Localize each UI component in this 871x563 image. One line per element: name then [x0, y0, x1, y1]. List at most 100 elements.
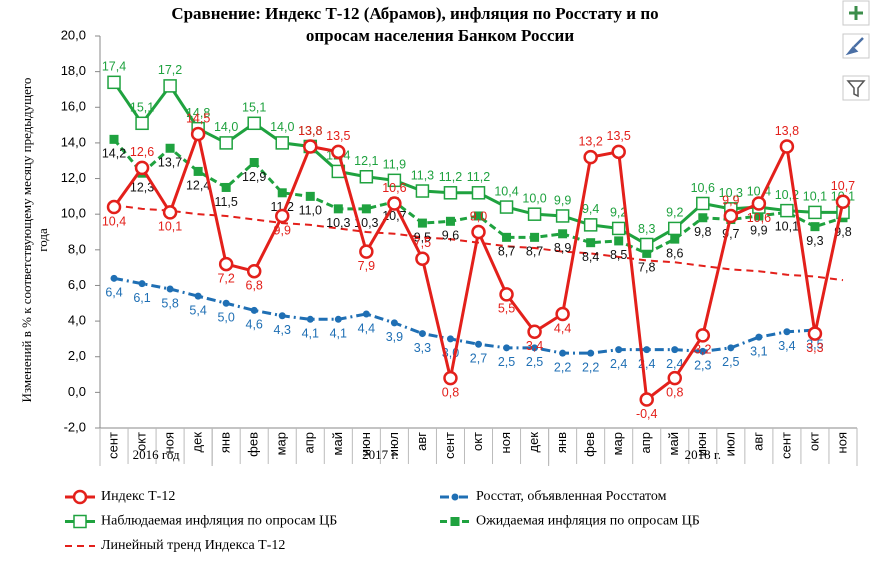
data-point	[246, 263, 262, 279]
data-label: 11,5	[214, 195, 237, 209]
data-label: 4,4	[554, 321, 571, 335]
x-tick-label: фев	[246, 432, 261, 457]
chart-title: опросам населения Банком России	[306, 26, 575, 45]
data-point	[643, 346, 651, 354]
data-label: 9,9	[750, 223, 767, 237]
data-label: 12,4	[186, 179, 210, 193]
data-label: 9,5	[414, 230, 431, 244]
data-label: 7,5	[414, 236, 431, 250]
data-label: 8,7	[498, 245, 515, 259]
legend-entry: Наблюдаемая инфляция по опросам ЦБ	[65, 514, 337, 529]
year-label: 2018 г.	[685, 447, 721, 462]
data-label: 12,6	[130, 145, 154, 159]
data-label: 12,9	[242, 170, 266, 184]
data-label: 7,8	[638, 261, 655, 275]
data-label: 9,2	[610, 206, 627, 220]
series-line	[113, 276, 816, 355]
data-point	[306, 315, 314, 323]
data-label: 11,3	[411, 168, 434, 182]
legend-label: Росстат, объявленная Росстатом	[476, 489, 667, 504]
year-label: 2017 г.	[362, 447, 398, 462]
data-label: 10,1	[775, 220, 799, 234]
data-label: 15,1	[242, 101, 266, 115]
data-label: 0,8	[442, 385, 459, 399]
data-point	[222, 299, 230, 307]
x-tick-label: дек	[526, 432, 541, 453]
data-label: 13,8	[298, 124, 322, 138]
data-point	[614, 236, 624, 246]
y-tick-label: 2,0	[68, 348, 86, 363]
x-tick-label: июл	[386, 432, 401, 456]
data-label: 12,3	[130, 180, 154, 194]
data-point	[754, 211, 764, 221]
chart-toolbar	[842, 0, 870, 101]
data-label: 9,8	[694, 225, 711, 239]
data-point	[163, 79, 177, 93]
y-axis-title-line: года	[35, 228, 50, 252]
x-tick-label: окт	[806, 432, 821, 451]
filter-button[interactable]	[842, 75, 870, 101]
data-label: 14,0	[214, 120, 238, 134]
data-point	[247, 116, 261, 131]
data-label: 2,5	[498, 355, 515, 369]
x-tick-label: июн	[694, 432, 709, 456]
data-label: 13,5	[607, 129, 631, 143]
x-tick-label: июн	[358, 432, 373, 456]
data-point	[135, 116, 149, 131]
data-label: 3,9	[386, 330, 403, 344]
data-label: 3,4	[778, 339, 795, 353]
data-label: 5,0	[217, 311, 234, 325]
data-point	[275, 136, 289, 150]
data-label: 4,3	[274, 323, 291, 337]
data-point	[555, 306, 570, 322]
x-tick-label: май	[666, 432, 681, 455]
data-point	[611, 144, 626, 160]
data-label: 10,6	[691, 181, 715, 195]
x-tick-label: дек	[190, 432, 205, 453]
y-axis-title: Изменений в % к соответствующему месяцу …	[19, 78, 50, 403]
data-point	[723, 208, 739, 224]
legend-label: Наблюдаемая инфляция по опросам ЦБ	[101, 514, 337, 529]
data-label: 9,9	[554, 193, 571, 207]
data-point	[387, 173, 402, 188]
data-point	[502, 232, 512, 242]
data-label: 3,3	[806, 341, 823, 355]
data-label: 6,1	[133, 291, 150, 305]
data-label: 2,5	[526, 355, 543, 369]
data-label: 10,1	[803, 190, 827, 204]
brush-icon	[845, 37, 864, 56]
data-label: 8,5	[610, 248, 627, 262]
data-point	[555, 209, 570, 223]
data-point	[110, 274, 118, 282]
data-label: 5,4	[189, 303, 206, 317]
y-tick-label: 10,0	[61, 206, 86, 221]
data-point	[751, 196, 767, 211]
x-tick-label: окт	[470, 432, 485, 451]
data-label: 7,2	[217, 271, 234, 285]
legend-entry: Линейный тренд Индекса Т-12	[65, 538, 285, 553]
data-label: 17,2	[158, 63, 182, 77]
data-point	[72, 489, 88, 505]
data-point	[278, 312, 286, 320]
data-point	[165, 143, 175, 153]
data-point	[134, 160, 150, 176]
data-point	[109, 134, 119, 144]
data-point	[583, 149, 598, 165]
x-tick-label: сент	[442, 432, 457, 459]
data-label: 14,5	[186, 111, 210, 125]
data-label: 3,5	[806, 337, 823, 351]
data-label: 11,2	[467, 170, 490, 184]
data-point	[779, 139, 795, 154]
y-tick-label: 20,0	[61, 27, 86, 42]
data-point	[695, 328, 711, 343]
data-point	[642, 248, 652, 258]
y-tick-label: 16,0	[61, 99, 86, 114]
x-tick-label: сент	[105, 432, 120, 459]
y-tick-label: 0,0	[68, 384, 86, 399]
data-label: 10,3	[719, 186, 743, 200]
data-label: 4,4	[358, 321, 375, 335]
series-line	[113, 204, 844, 282]
data-point	[333, 204, 343, 214]
data-label: -0,4	[636, 407, 658, 421]
